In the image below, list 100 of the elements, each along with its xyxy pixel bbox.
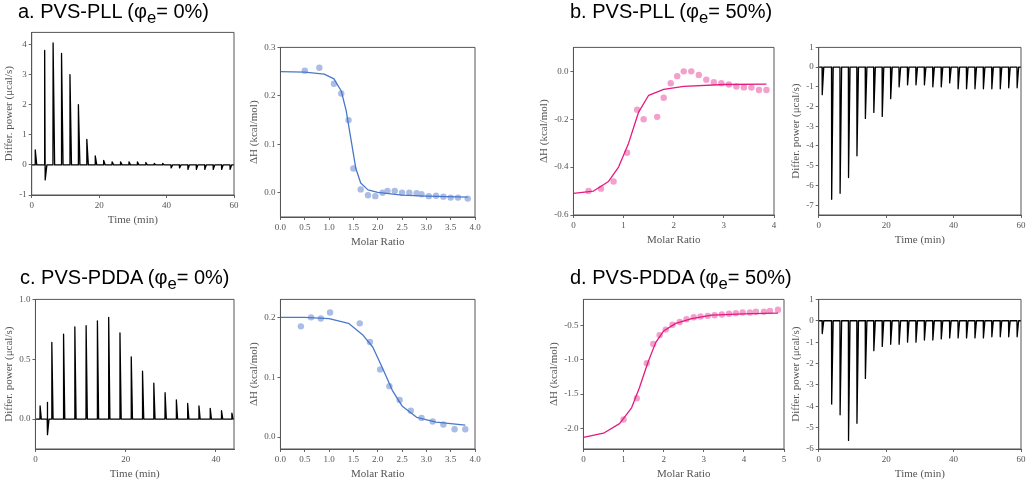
y-tick-label: 3: [22, 68, 28, 79]
chart-title: c. PVS-PDDA (φ$_{e}$= 0%): [20, 266, 230, 294]
x-tick-label: 20: [121, 453, 131, 464]
x-tick-label: 5: [781, 453, 787, 464]
y-tick-label: -4: [806, 140, 815, 151]
y-tick-label: 1.0: [19, 293, 31, 304]
point: [748, 84, 755, 91]
x-tick-label: 60: [1016, 219, 1026, 230]
y-tick-label: -2: [806, 357, 814, 368]
x-tick-label: 4.0: [469, 453, 482, 464]
point: [755, 86, 763, 94]
y-tick-label: 2: [22, 99, 27, 110]
x-tick-label: 2.0: [372, 453, 384, 464]
x-tick-label: 4: [771, 219, 777, 230]
y-tick-label: 0.1: [264, 138, 276, 149]
x-tick-label: 1: [621, 453, 626, 464]
x-tick-label: 2.0: [372, 221, 384, 232]
y-tick-label: 1: [22, 129, 27, 140]
point: [451, 426, 458, 433]
chart-title: b. PVS-PLL (φ$_{e}$= 50%): [570, 0, 773, 28]
x-tick-label: 0.0: [274, 453, 287, 464]
x-axis-title: Time (min): [109, 467, 161, 481]
y-axis-title: Differ. power (μcal/s): [789, 83, 803, 179]
x-axis-title: Molar Ratio: [646, 233, 701, 246]
x-axis-title: Molar Ratio: [350, 467, 405, 480]
y-tick-label: -1.0: [564, 354, 579, 365]
x-tick-label: 40: [949, 219, 959, 230]
y-tick-label: 0.3: [264, 41, 276, 52]
x-tick-label: 60: [1016, 453, 1026, 464]
point: [372, 192, 379, 200]
y-tick-label: -7: [806, 199, 815, 210]
x-tick-label: 2: [661, 453, 666, 464]
y-axis-title: ΔH (kcal/mol): [247, 100, 261, 164]
point: [774, 306, 782, 313]
y-tick-label: 1: [809, 293, 814, 304]
x-tick-label: 3.0: [420, 221, 433, 232]
y-tick-label: 0: [22, 159, 28, 170]
point: [391, 187, 398, 195]
point: [740, 84, 748, 91]
y-tick-label: -0.2: [554, 113, 569, 124]
point: [610, 178, 617, 185]
x-tick-label: 0: [33, 453, 39, 464]
point: [462, 426, 469, 433]
y-axis-title: ΔH (kcal/mol): [537, 99, 551, 163]
y-tick-label: 0: [809, 315, 815, 326]
y-tick-label: -5: [806, 421, 815, 432]
y-tick-label: -1: [806, 336, 814, 347]
point: [653, 113, 661, 121]
x-tick-label: 1: [621, 219, 626, 230]
x-tick-label: 60: [229, 199, 239, 210]
y-tick-label: 0.2: [264, 311, 276, 322]
x-tick-label: 4: [741, 453, 747, 464]
y-axis-title: Differ. power (μcal/s): [789, 326, 803, 422]
y-tick-label: 4: [22, 38, 28, 49]
x-tick-label: 1.5: [347, 453, 360, 464]
x-tick-label: 40: [949, 453, 959, 464]
x-axis-title: Time (min): [894, 233, 946, 247]
y-axis-title: ΔH (kcal/mol): [247, 342, 261, 406]
x-axis-title: Molar Ratio: [656, 467, 711, 480]
y-axis-title: Differ. power (μcal/s): [2, 326, 16, 422]
x-tick-label: 40: [162, 199, 172, 210]
y-tick-label: -0.6: [554, 209, 569, 220]
x-tick-label: 2.5: [396, 453, 409, 464]
y-tick-label: 1: [809, 41, 814, 52]
y-tick-label: 0.0: [264, 187, 276, 198]
y-tick-label: 0.0: [264, 431, 276, 442]
y-tick-label: -3: [806, 379, 815, 390]
chart-title: d. PVS-PDDA (φ$_{e}$= 50%): [570, 266, 792, 294]
x-tick-label: 20: [881, 219, 892, 230]
x-tick-label: 1.5: [347, 221, 360, 232]
x-tick-label: 2.5: [396, 221, 409, 232]
x-axis-title: Time (min): [107, 213, 159, 227]
point: [356, 320, 363, 327]
x-tick-label: 40: [211, 453, 221, 464]
x-tick-label: 1.0: [323, 453, 336, 464]
x-tick-label: 1.0: [323, 221, 336, 232]
point: [763, 86, 770, 94]
point: [297, 323, 305, 330]
y-tick-label: 0.1: [264, 371, 276, 382]
x-tick-label: 3: [721, 219, 727, 230]
y-tick-label: -5: [806, 160, 815, 171]
x-tick-label: 3.5: [445, 453, 457, 464]
y-tick-label: -3: [806, 120, 815, 131]
point: [326, 309, 334, 316]
x-tick-label: 0.0: [274, 221, 287, 232]
y-tick-label: -6: [806, 179, 815, 190]
y-tick-label: -6: [806, 443, 815, 454]
y-tick-label: -1: [19, 189, 27, 200]
y-tick-label: -1.5: [564, 388, 579, 399]
y-axis-title: Differ. power (μcal/s): [2, 65, 16, 162]
x-tick-label: 0: [816, 453, 822, 464]
y-tick-label: -0.4: [554, 161, 569, 172]
point: [688, 68, 695, 75]
y-tick-label: -2.0: [564, 422, 579, 433]
x-tick-label: 20: [881, 453, 892, 464]
point: [376, 366, 384, 373]
x-tick-label: 2: [671, 219, 676, 230]
chart-title: a. PVS-PLL (φ$_{e}$= 0%): [18, 0, 210, 28]
x-tick-label: 0: [581, 453, 587, 464]
x-tick-label: 0.5: [299, 453, 311, 464]
